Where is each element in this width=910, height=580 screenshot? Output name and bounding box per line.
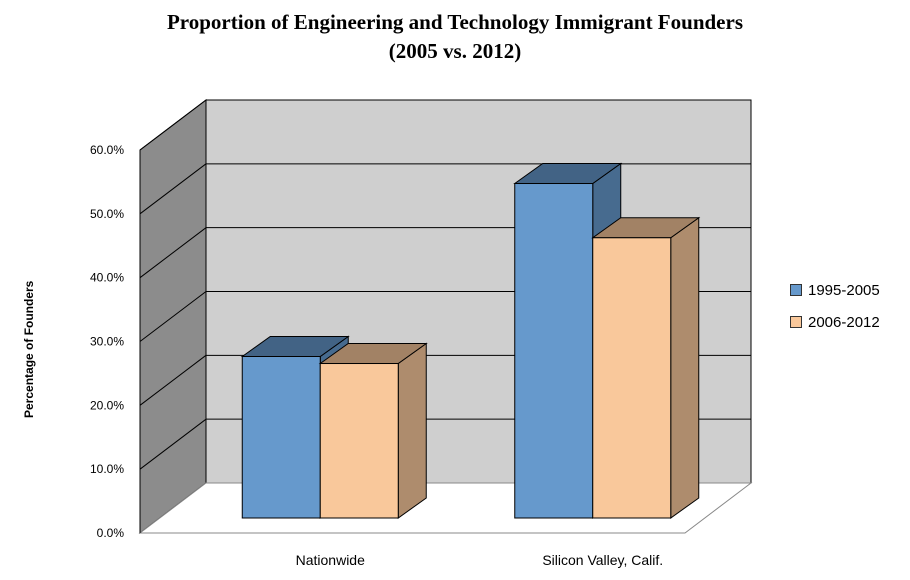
- bar-side: [397, 342, 427, 519]
- x-tick-label: Silicon Valley, Calif.: [542, 552, 663, 568]
- legend-label-series-2: 2006-2012: [808, 313, 880, 331]
- legend-swatch-series-1: [790, 284, 802, 296]
- y-tick-label: 30.0%: [90, 335, 124, 349]
- y-tick-label: 50.0%: [90, 207, 124, 221]
- bar-side: [670, 216, 700, 519]
- side-gridline: [139, 227, 207, 279]
- chart-subtitle: (2005 vs. 2012): [388, 39, 522, 63]
- chart-title: Proportion of Engineering and Technology…: [166, 10, 743, 34]
- legend-label-series-1: 1995-2005: [808, 281, 880, 299]
- legend-swatch-series-2: [790, 316, 802, 328]
- y-tick-label: 40.0%: [90, 271, 124, 285]
- legend-item-series-1: 1995-2005: [790, 274, 880, 306]
- bar: [319, 363, 399, 519]
- x-tick-label: Nationwide: [296, 552, 365, 568]
- side-gridline: [139, 99, 207, 151]
- bar: [514, 183, 594, 519]
- bar: [592, 237, 672, 519]
- side-gridline: [139, 291, 207, 342]
- side-gridline: [139, 354, 207, 406]
- legend-item-series-2: 2006-2012: [790, 306, 880, 338]
- y-tick-label: 10.0%: [90, 462, 124, 476]
- y-tick-label: 0.0%: [97, 526, 125, 540]
- side-gridline: [139, 163, 207, 215]
- legend: 1995-2005 2006-2012: [790, 274, 880, 338]
- side-gridline: [139, 418, 207, 470]
- y-tick-label: 20.0%: [90, 398, 124, 412]
- y-tick-label: 60.0%: [90, 143, 124, 157]
- bar: [241, 356, 321, 519]
